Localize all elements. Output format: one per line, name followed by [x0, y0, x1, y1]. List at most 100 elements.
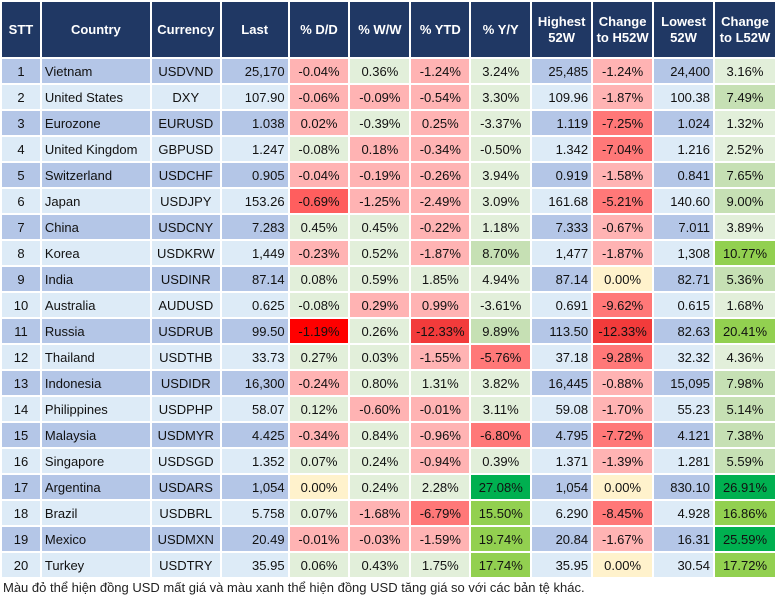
- cell-dd: 0.06%: [287, 551, 351, 579]
- cell-ww: 0.52%: [348, 239, 412, 267]
- cell-ww: -0.60%: [348, 395, 412, 423]
- cell-currency: USDMXN: [149, 525, 222, 553]
- cell-last: 87.14: [219, 265, 290, 293]
- table-row: 3 Eurozone EURUSD 1.038 0.02% -0.39% 0.25% -3.3…: [0, 109, 777, 137]
- cell-stt: 11: [0, 317, 42, 345]
- cell-yy: 3.11%: [469, 395, 533, 423]
- cell-currency: DXY: [149, 83, 222, 111]
- cell-dd: -1.19%: [287, 317, 351, 345]
- cell-country: Vietnam: [39, 57, 152, 85]
- table-row: 10 Australia AUDUSD 0.625 -0.08% 0.29% 0.99% -3…: [0, 291, 777, 319]
- cell-currency: USDTHB: [149, 343, 222, 371]
- cell-high: 25,485: [530, 57, 594, 85]
- cell-dd: -0.04%: [287, 161, 351, 189]
- cell-currency: USDRUB: [149, 317, 222, 345]
- cell-currency: USDPHP: [149, 395, 222, 423]
- cell-last: 1,054: [219, 473, 290, 501]
- table-row: 19 Mexico USDMXN 20.49 -0.01% -0.03% -1.59% 19.…: [0, 525, 777, 553]
- cell-low: 4.121: [652, 421, 715, 449]
- header-dd: % D/D: [287, 0, 351, 59]
- cell-high: 0.691: [530, 291, 594, 319]
- cell-yy: 15.50%: [469, 499, 533, 527]
- cell-currency: AUDUSD: [149, 291, 222, 319]
- cell-stt: 2: [0, 83, 42, 111]
- cell-dd: -0.04%: [287, 57, 351, 85]
- cell-high: 1,054: [530, 473, 594, 501]
- header-chl: Change to L52W: [712, 0, 777, 59]
- cell-last: 99.50: [219, 317, 290, 345]
- cell-dd: -0.69%: [287, 187, 351, 215]
- cell-yy: -6.80%: [469, 421, 533, 449]
- cell-low: 55.23: [652, 395, 715, 423]
- header-currency: Currency: [149, 0, 222, 59]
- cell-chh: 0.00%: [591, 265, 655, 293]
- cell-country: Malaysia: [39, 421, 152, 449]
- cell-chl: 10.77%: [712, 239, 777, 267]
- cell-ww: -0.03%: [348, 525, 412, 553]
- cell-yy: 19.74%: [469, 525, 533, 553]
- cell-currency: USDTRY: [149, 551, 222, 579]
- cell-yy: 9.89%: [469, 317, 533, 345]
- cell-stt: 9: [0, 265, 42, 293]
- cell-ytd: -1.55%: [409, 343, 472, 371]
- cell-currency: USDKRW: [149, 239, 222, 267]
- cell-currency: USDCNY: [149, 213, 222, 241]
- table-row: 12 Thailand USDTHB 33.73 0.27% 0.03% -1.55% -5.…: [0, 343, 777, 371]
- cell-currency: USDCHF: [149, 161, 222, 189]
- cell-chh: -1.39%: [591, 447, 655, 475]
- cell-high: 35.95: [530, 551, 594, 579]
- cell-country: United Kingdom: [39, 135, 152, 163]
- table-row: 15 Malaysia USDMYR 4.425 -0.34% 0.84% -0.96% -6…: [0, 421, 777, 449]
- cell-dd: -0.08%: [287, 135, 351, 163]
- cell-last: 153.26: [219, 187, 290, 215]
- cell-ytd: -0.54%: [409, 83, 472, 111]
- cell-dd: 0.07%: [287, 499, 351, 527]
- cell-stt: 12: [0, 343, 42, 371]
- cell-high: 0.919: [530, 161, 594, 189]
- cell-last: 58.07: [219, 395, 290, 423]
- cell-chh: -7.04%: [591, 135, 655, 163]
- cell-yy: -3.61%: [469, 291, 533, 319]
- cell-last: 4.425: [219, 421, 290, 449]
- cell-low: 24,400: [652, 57, 715, 85]
- cell-chl: 7.98%: [712, 369, 777, 397]
- table-row: 7 China USDCNY 7.283 0.45% 0.45% -0.22% 1.18% 7.…: [0, 213, 777, 241]
- cell-chh: -0.88%: [591, 369, 655, 397]
- cell-low: 0.615: [652, 291, 715, 319]
- cell-low: 7.011: [652, 213, 715, 241]
- cell-country: Australia: [39, 291, 152, 319]
- cell-dd: 0.27%: [287, 343, 351, 371]
- cell-last: 7.283: [219, 213, 290, 241]
- cell-yy: 8.70%: [469, 239, 533, 267]
- cell-low: 16.31: [652, 525, 715, 553]
- cell-chh: 0.00%: [591, 473, 655, 501]
- cell-yy: -5.76%: [469, 343, 533, 371]
- cell-dd: -0.34%: [287, 421, 351, 449]
- cell-low: 830.10: [652, 473, 715, 501]
- cell-high: 1.119: [530, 109, 594, 137]
- cell-last: 16,300: [219, 369, 290, 397]
- cell-yy: 1.18%: [469, 213, 533, 241]
- cell-yy: -0.50%: [469, 135, 533, 163]
- header-high: Highest 52W: [530, 0, 594, 59]
- cell-ytd: -0.34%: [409, 135, 472, 163]
- cell-ww: 0.36%: [348, 57, 412, 85]
- cell-ytd: 2.28%: [409, 473, 472, 501]
- table-row: 9 India USDINR 87.14 0.08% 0.59% 1.85% 4.94% 87.…: [0, 265, 777, 293]
- cell-last: 20.49: [219, 525, 290, 553]
- header-last: Last: [219, 0, 290, 59]
- cell-ww: 0.24%: [348, 473, 412, 501]
- header-row: STT Country Currency Last% D/D% W/W% YTD% Y…: [0, 0, 777, 59]
- cell-chh: 0.00%: [591, 551, 655, 579]
- cell-yy: 3.24%: [469, 57, 533, 85]
- table-row: 13 Indonesia USDIDR 16,300 -0.24% 0.80% 1.31% 3…: [0, 369, 777, 397]
- cell-country: China: [39, 213, 152, 241]
- cell-high: 20.84: [530, 525, 594, 553]
- header-stt: STT: [0, 0, 42, 59]
- cell-chh: -1.67%: [591, 525, 655, 553]
- cell-currency: USDMYR: [149, 421, 222, 449]
- cell-ytd: -2.49%: [409, 187, 472, 215]
- header-yy: % Y/Y: [469, 0, 533, 59]
- cell-ytd: 1.85%: [409, 265, 472, 293]
- cell-ww: 0.84%: [348, 421, 412, 449]
